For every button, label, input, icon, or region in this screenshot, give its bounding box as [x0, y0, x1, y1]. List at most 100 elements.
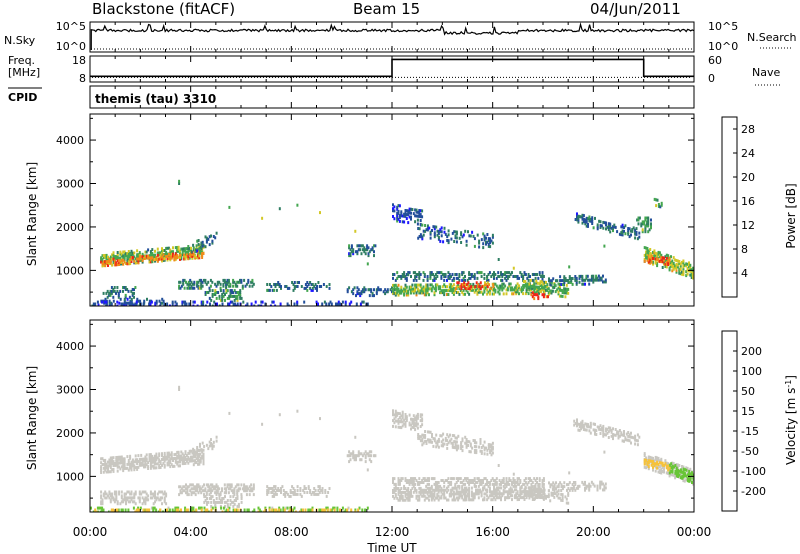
range-gate-cell [533, 291, 536, 295]
range-gate-cell [467, 285, 470, 289]
range-gate-cell [115, 459, 118, 463]
range-gate-cell [475, 281, 478, 285]
range-gate-cell [396, 207, 399, 211]
range-gate-cell [408, 423, 411, 427]
range-gate-cell [414, 488, 417, 492]
range-gate-cell [418, 289, 421, 293]
range-gate-cell [103, 300, 106, 304]
range-gate-cell [424, 229, 427, 233]
range-gate-cell [519, 490, 522, 494]
range-gate-cell [589, 425, 592, 429]
range-gate-cell [480, 275, 483, 278]
range-gate-cell [589, 217, 592, 221]
range-gate-cell [117, 291, 120, 295]
range-gate-cell [191, 508, 193, 512]
range-gate-cell [548, 489, 550, 493]
range-gate-cell [166, 257, 169, 260]
range-gate-cell [235, 296, 238, 300]
range-gate-cell [141, 463, 144, 467]
range-gate-cell [494, 290, 497, 294]
range-gate-cell [113, 257, 116, 261]
range-gate-cell [397, 275, 400, 278]
range-gate-cell [120, 461, 123, 465]
range-gate-cell [645, 256, 648, 260]
range-gate-cell [197, 453, 200, 457]
range-gate-cell [602, 488, 604, 492]
range-gate-cell [560, 492, 563, 496]
range-gate-cell [576, 422, 578, 426]
range-gate-cell [194, 493, 197, 497]
range-gate-cell [352, 252, 355, 256]
range-gate-cell [184, 458, 187, 461]
range-gate-cell [652, 468, 654, 472]
range-gate-cell [348, 254, 351, 258]
range-gate-cell [411, 419, 414, 423]
range-gate-cell [150, 300, 153, 304]
range-gate-cell [603, 280, 606, 284]
range-gate-cell [184, 452, 187, 456]
range-gate-cell [129, 462, 132, 466]
range-gate-cell [417, 436, 420, 440]
range-gate-cell [561, 291, 564, 294]
range-gate-cell [491, 288, 494, 292]
range-gate-cell [469, 479, 472, 482]
range-gate-cell [467, 281, 470, 285]
range-gate-cell [127, 262, 130, 266]
range-gate-cell [151, 464, 154, 468]
range-gate-cell [144, 500, 147, 504]
range-gate-cell [122, 286, 124, 289]
range-gate-cell [375, 290, 378, 294]
range-gate-cell [418, 209, 421, 212]
frequency-panel: Freq. [MHz] 18 8 60 0 Nave [8, 54, 782, 86]
range-gate-cell [344, 302, 347, 306]
range-gate-cell [400, 414, 403, 418]
range-gate-cell [123, 258, 126, 262]
range-gate-cell [176, 246, 179, 249]
range-gate-cell [675, 264, 678, 268]
range-gate-cell [226, 504, 229, 508]
range-gate-cell [677, 469, 680, 473]
range-gate-cell [165, 255, 168, 259]
range-gate-cell [367, 452, 370, 456]
range-gate-cell [588, 282, 591, 286]
range-gate-cell [176, 460, 179, 464]
range-gate-cell [107, 257, 109, 261]
range-gate-cell [547, 493, 550, 497]
range-gate-cell [581, 276, 584, 280]
range-gate-cell [221, 293, 224, 296]
range-gate-cell [234, 282, 237, 286]
range-gate-cell [397, 412, 400, 415]
range-gate-cell [432, 444, 435, 448]
range-gate-cell [148, 299, 151, 303]
range-gate-cell [418, 214, 421, 218]
range-gate-cell [513, 484, 516, 488]
range-gate-cell [515, 275, 518, 278]
range-gate-cell [434, 482, 437, 486]
range-gate-cell [227, 508, 229, 512]
range-gate-cell [672, 256, 675, 260]
range-gate-cell [689, 267, 692, 271]
range-gate-cell [436, 283, 439, 287]
range-gate-cell [181, 253, 184, 257]
range-gate-cell [483, 448, 486, 452]
range-gate-cell [650, 226, 652, 230]
range-gate-cell [174, 304, 177, 306]
range-gate-cell [100, 457, 103, 461]
range-gate-cell [197, 286, 200, 290]
range-gate-cell [167, 463, 170, 467]
range-gate-cell [545, 496, 547, 500]
range-gate-cell [487, 239, 490, 243]
range-gate-cell [576, 214, 578, 218]
range-gate-cell [658, 255, 661, 259]
range-gate-cell [638, 231, 641, 235]
range-gate-cell [95, 510, 98, 512]
range-gate-cell [582, 482, 585, 486]
range-gate-cell [244, 284, 247, 288]
range-gate-cell [130, 498, 133, 502]
range-gate-cell [131, 291, 134, 295]
range-gate-cell [192, 447, 195, 451]
range-gate-cell [190, 280, 193, 284]
range-gate-cell [527, 492, 529, 496]
range-gate-cell [469, 283, 472, 286]
range-gate-cell [668, 266, 671, 270]
